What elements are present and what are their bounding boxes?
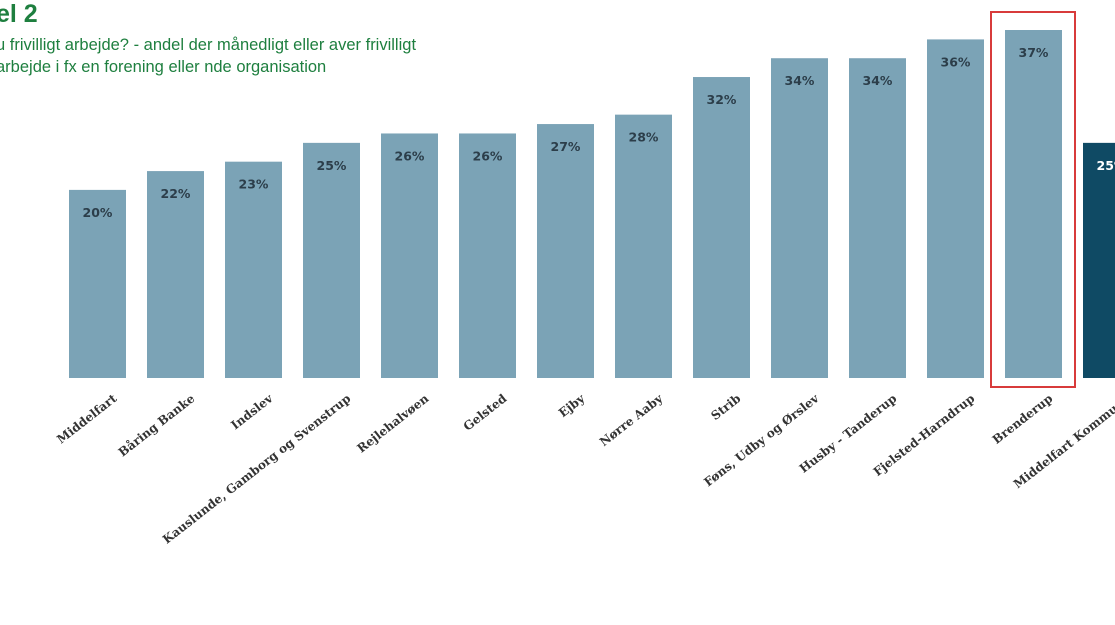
highlight-box [990, 11, 1076, 388]
category-label: Middelfart [54, 391, 119, 446]
bar [537, 124, 594, 379]
bar [693, 77, 750, 378]
bar-value-label: 22% [161, 186, 191, 201]
bar-value-label: 34% [863, 73, 893, 88]
bar-value-label: 25% [1097, 158, 1115, 173]
bar-value-label: 26% [395, 148, 425, 163]
bar-value-label: 36% [941, 54, 971, 69]
bar [225, 161, 282, 378]
page-subtitle: u frivilligt arbejde? - andel der månedl… [0, 36, 417, 76]
bar [615, 114, 672, 378]
bar [381, 133, 438, 378]
bar [1083, 142, 1115, 378]
category-label: Strib [708, 391, 743, 423]
bar [927, 39, 984, 379]
bar-value-label: 27% [551, 139, 581, 154]
bar [303, 142, 360, 378]
bar [147, 171, 204, 378]
category-label: Indslev [228, 391, 276, 433]
bar-value-label: 20% [83, 205, 113, 220]
category-label: Nørre Aaby [597, 391, 666, 449]
bar-value-label: 32% [707, 92, 737, 107]
bar [1005, 30, 1062, 378]
bar [459, 133, 516, 378]
category-label: Ejby [556, 391, 588, 420]
bar-value-label: 37% [1019, 45, 1049, 60]
bar-value-label: 28% [629, 130, 659, 145]
bar-value-label: 34% [785, 73, 815, 88]
bar-value-label: 26% [473, 148, 503, 163]
bar-value-label: 23% [239, 177, 269, 192]
bar-value-label: 25% [317, 158, 347, 173]
bar [69, 189, 126, 378]
category-label: Brenderup [990, 391, 1056, 447]
page-title: el 2 [0, 0, 38, 28]
category-label: Rejlehalvøen [355, 391, 432, 455]
category-label: Båring Banke [115, 390, 198, 459]
bar [771, 58, 828, 378]
category-label: Gelsted [461, 391, 510, 434]
bar [849, 58, 906, 378]
